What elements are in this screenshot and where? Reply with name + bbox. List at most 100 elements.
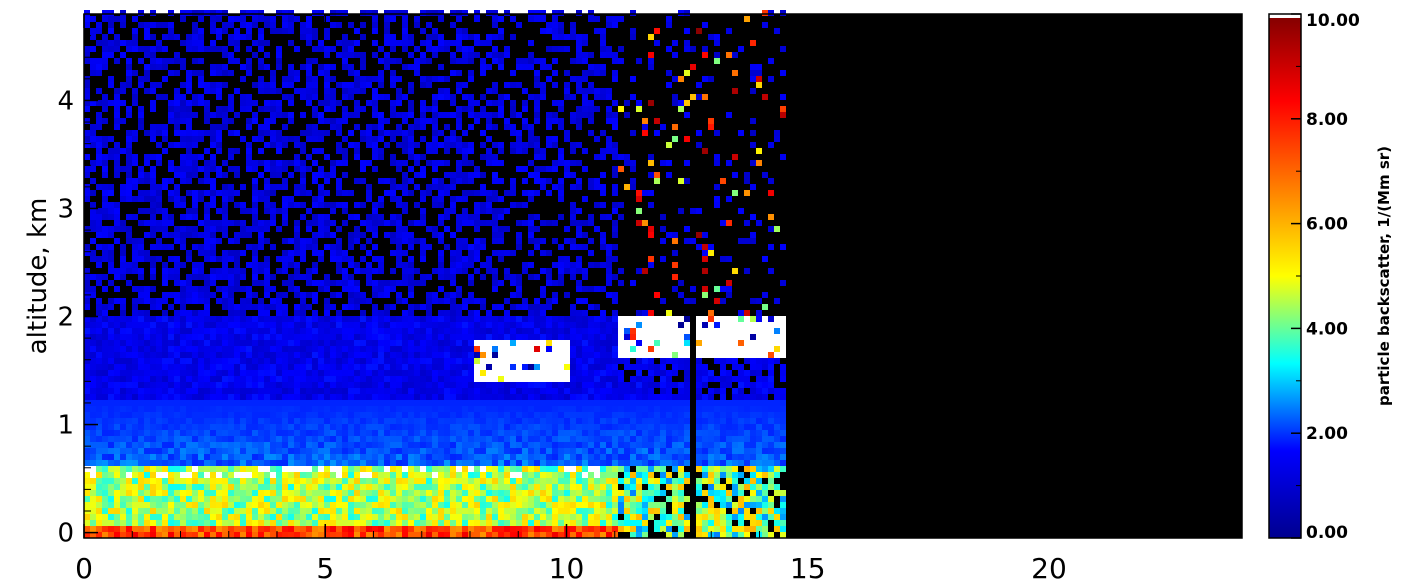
heatmap-cell bbox=[438, 112, 444, 118]
heatmap-cell bbox=[102, 424, 108, 430]
heatmap-cell bbox=[438, 130, 444, 136]
heatmap-cell bbox=[372, 316, 378, 322]
heatmap-cell bbox=[474, 112, 480, 118]
heatmap-cell bbox=[492, 250, 498, 256]
heatmap-cell bbox=[522, 508, 528, 514]
heatmap-cell bbox=[216, 532, 222, 538]
heatmap-cell bbox=[372, 448, 378, 454]
heatmap-cell bbox=[150, 520, 156, 526]
heatmap-cell bbox=[432, 346, 438, 352]
heatmap-cell bbox=[120, 490, 126, 496]
heatmap-cell bbox=[492, 172, 498, 178]
heatmap-cell bbox=[318, 532, 324, 538]
heatmap-cell bbox=[474, 364, 480, 370]
heatmap-cell bbox=[486, 508, 492, 514]
heatmap-cell bbox=[108, 10, 114, 16]
heatmap-cell bbox=[282, 328, 288, 334]
heatmap-cell bbox=[480, 352, 486, 358]
heatmap-cell bbox=[420, 166, 426, 172]
heatmap-cell bbox=[474, 208, 480, 214]
heatmap-cell bbox=[336, 490, 342, 496]
heatmap-cell bbox=[180, 58, 186, 64]
heatmap-cell bbox=[480, 298, 486, 304]
heatmap-cell bbox=[108, 532, 114, 538]
heatmap-cell bbox=[90, 70, 96, 76]
heatmap-cell bbox=[318, 394, 324, 400]
heatmap-cell bbox=[156, 244, 162, 250]
heatmap-cell bbox=[204, 292, 210, 298]
heatmap-cell bbox=[210, 238, 216, 244]
heatmap-cell bbox=[348, 82, 354, 88]
heatmap-cell bbox=[174, 112, 180, 118]
heatmap-cell bbox=[144, 484, 150, 490]
heatmap-cell bbox=[516, 514, 522, 520]
heatmap-cell bbox=[174, 532, 180, 538]
heatmap-cell bbox=[396, 520, 402, 526]
heatmap-cell bbox=[228, 520, 234, 526]
heatmap-cell bbox=[426, 442, 432, 448]
heatmap-cell bbox=[534, 532, 540, 538]
heatmap-cell bbox=[132, 160, 138, 166]
heatmap-cell bbox=[108, 370, 114, 376]
heatmap-cell bbox=[258, 364, 264, 370]
heatmap-cell bbox=[264, 130, 270, 136]
heatmap-cell bbox=[378, 388, 384, 394]
heatmap-cell bbox=[390, 352, 396, 358]
heatmap-cell bbox=[378, 400, 384, 406]
heatmap-cell bbox=[480, 370, 486, 376]
heatmap-cell bbox=[192, 226, 198, 232]
heatmap-cell bbox=[504, 346, 510, 352]
heatmap-cell bbox=[282, 184, 288, 190]
heatmap-cell bbox=[360, 34, 366, 40]
heatmap-cell bbox=[474, 226, 480, 232]
heatmap-cell bbox=[258, 400, 264, 406]
heatmap-cell bbox=[264, 82, 270, 88]
heatmap-cell bbox=[234, 370, 240, 376]
heatmap-cell bbox=[228, 268, 234, 274]
heatmap-cell bbox=[270, 244, 276, 250]
heatmap-cell bbox=[144, 460, 150, 466]
heatmap-cell bbox=[498, 148, 504, 154]
heatmap-cell bbox=[168, 10, 174, 16]
heatmap-cell bbox=[336, 472, 342, 478]
heatmap-cell bbox=[84, 130, 90, 136]
heatmap-cell bbox=[312, 352, 318, 358]
heatmap-cell bbox=[486, 160, 492, 166]
heatmap-cell bbox=[138, 376, 144, 382]
heatmap-cell bbox=[96, 256, 102, 262]
heatmap-cell bbox=[270, 316, 276, 322]
heatmap-cell bbox=[516, 112, 522, 118]
heatmap-cell bbox=[438, 424, 444, 430]
heatmap-cell bbox=[162, 364, 168, 370]
heatmap-cell bbox=[324, 298, 330, 304]
heatmap-cell bbox=[342, 400, 348, 406]
heatmap-cell bbox=[108, 232, 114, 238]
heatmap-cell bbox=[108, 28, 114, 34]
heatmap-cell bbox=[288, 250, 294, 256]
heatmap-cell bbox=[312, 430, 318, 436]
heatmap-cell bbox=[480, 502, 486, 508]
heatmap-cell bbox=[420, 466, 426, 472]
heatmap-cell bbox=[516, 328, 522, 334]
heatmap-cell bbox=[366, 280, 372, 286]
heatmap-cell bbox=[420, 454, 426, 460]
heatmap-cell bbox=[354, 154, 360, 160]
heatmap-cell bbox=[378, 76, 384, 82]
heatmap-cell bbox=[162, 268, 168, 274]
heatmap-cell bbox=[468, 172, 474, 178]
heatmap-cell bbox=[408, 106, 414, 112]
heatmap-cell bbox=[102, 322, 108, 328]
heatmap-cell bbox=[324, 46, 330, 52]
heatmap-cell bbox=[252, 382, 258, 388]
heatmap-cell bbox=[438, 262, 444, 268]
heatmap-cell bbox=[354, 388, 360, 394]
heatmap-cell bbox=[120, 220, 126, 226]
heatmap-cell bbox=[234, 418, 240, 424]
heatmap-cell bbox=[264, 526, 270, 532]
heatmap-cell bbox=[480, 472, 486, 478]
heatmap-cell bbox=[372, 376, 378, 382]
heatmap-cell bbox=[402, 430, 408, 436]
heatmap-cell bbox=[342, 10, 348, 16]
heatmap-cell bbox=[252, 16, 258, 22]
heatmap-cell bbox=[420, 190, 426, 196]
